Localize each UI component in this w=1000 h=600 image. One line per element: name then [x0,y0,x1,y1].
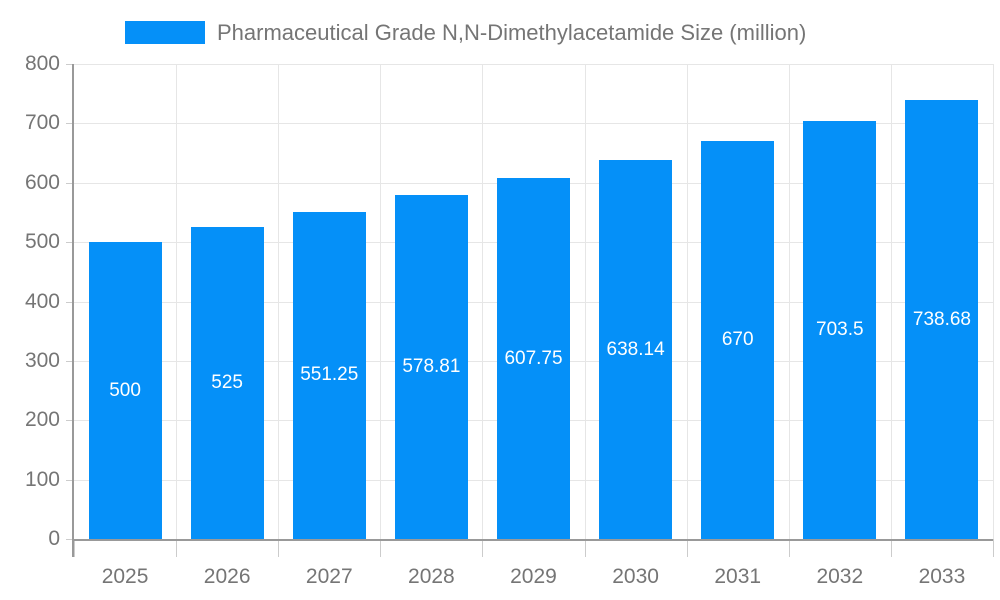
bar-value-label: 738.68 [912,308,971,330]
x-axis-line [72,539,993,541]
bar[interactable]: 703.5 [803,121,877,539]
bar[interactable]: 638.14 [599,160,673,539]
y-tick-label: 100 [24,467,60,491]
gridline-vertical [380,64,382,539]
gridline-vertical [482,64,484,539]
gridline-vertical [584,64,586,539]
x-tick-label: 2028 [408,565,455,588]
y-tick-label: 200 [24,408,60,432]
x-tick-label: 2026 [203,565,251,588]
y-axis-tick [66,479,74,481]
y-tick-label: 500 [24,230,60,254]
x-tick-label: 2032 [816,565,864,588]
bar-value-label: 578.81 [402,356,461,378]
y-tick-label: 700 [24,111,60,135]
x-tick-label: 2027 [305,565,353,588]
bar[interactable]: 607.75 [497,178,570,539]
bar[interactable]: 551.25 [292,211,366,539]
gridline-horizontal [74,123,993,125]
x-tick-label: 2029 [510,565,557,588]
y-axis-line [72,64,74,557]
y-tick-label: 600 [24,170,60,194]
bar[interactable]: 670 [701,141,775,539]
x-tick-label: 2025 [101,565,149,588]
gridline-vertical [890,64,892,539]
y-axis-tick [66,123,74,125]
y-axis-tick [66,64,74,65]
bar[interactable]: 500 [88,242,162,539]
bar-value-label: 670 [721,329,754,351]
y-axis-tick [66,301,74,303]
y-axis-tick [66,539,74,540]
y-tick-label: 400 [24,289,60,313]
gridline-horizontal [74,64,993,65]
x-axis-tick [380,539,382,557]
x-axis-tick [176,539,178,557]
bar[interactable]: 525 [190,227,264,539]
x-axis-tick [788,539,790,557]
bar-value-label: 551.25 [300,364,359,386]
x-axis-tick [584,539,586,557]
bar-value-label: 607.75 [504,347,563,369]
y-axis-tick [66,242,74,244]
gridline-vertical [788,64,790,539]
legend-swatch-icon [125,21,205,44]
x-tick-label: 2033 [918,565,966,588]
x-tick-label: 2031 [714,565,762,588]
gridline-vertical [993,64,994,539]
y-tick-label: 800 [24,52,60,75]
gridline-vertical [278,64,280,539]
bar-value-label: 525 [211,372,243,394]
x-axis-tick [890,539,892,557]
gridline-vertical [176,64,178,539]
y-axis-tick [66,360,74,362]
chart-title: Pharmaceutical Grade N,N-Dimethylacetami… [217,20,807,45]
bar[interactable]: 738.68 [905,100,979,539]
x-axis-tick [482,539,484,557]
x-axis-tick [74,539,75,557]
x-tick-label: 2030 [612,565,659,588]
gridline-vertical [686,64,688,539]
bar-value-label: 703.5 [816,319,864,341]
y-axis-tick [66,420,74,422]
x-axis-tick [993,539,994,557]
x-axis-tick [686,539,688,557]
bar-value-label: 638.14 [606,338,665,360]
y-tick-label: 300 [24,348,60,372]
y-axis-tick [66,182,74,184]
bar-value-label: 500 [109,379,141,401]
bar[interactable]: 578.81 [394,195,468,539]
y-tick-label: 0 [48,527,60,550]
x-axis-tick [278,539,280,557]
